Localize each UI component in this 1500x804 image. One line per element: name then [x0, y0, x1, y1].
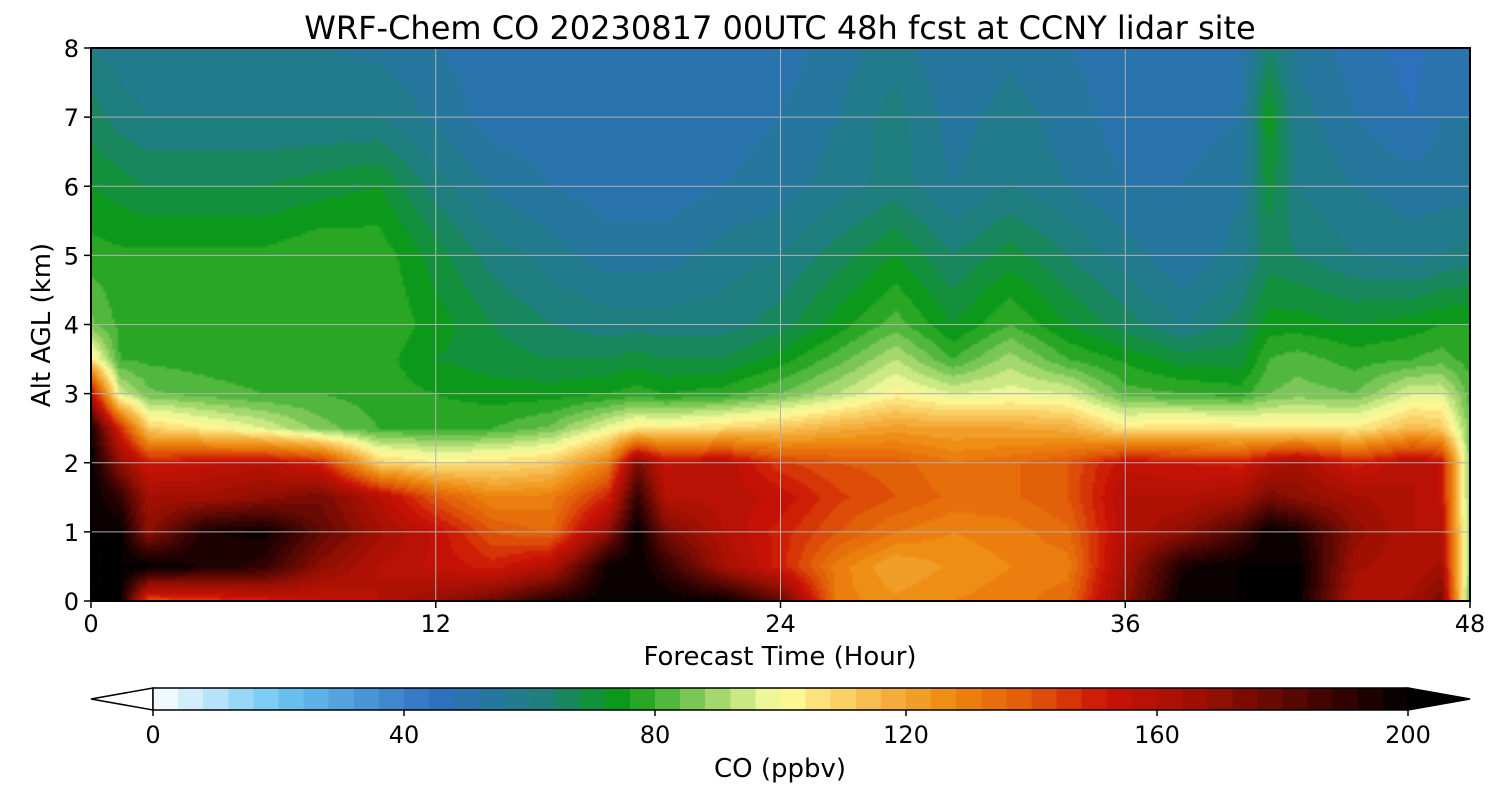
- colorbar-gradient: [153, 688, 1408, 710]
- x-tick-label: 0: [83, 610, 98, 638]
- colorbar-extend-low: [90, 687, 154, 711]
- x-axis: 0 12 24 36 48: [83, 601, 1485, 638]
- colorbar-tick-label: 120: [883, 721, 929, 749]
- colorbar-label: CO (ppbv): [714, 754, 846, 784]
- y-tick-label: 7: [64, 104, 79, 132]
- colorbar: 0 40 80 120 160 200: [90, 687, 1471, 749]
- y-tick-label: 5: [64, 242, 79, 270]
- colorbar-ticks: 0 40 80 120 160 200: [145, 710, 1431, 749]
- y-tick-label: 3: [64, 381, 79, 409]
- colorbar-tick-label: 160: [1134, 721, 1180, 749]
- colorbar-tick-label: 200: [1385, 721, 1431, 749]
- x-axis-label: Forecast Time (Hour): [643, 642, 916, 672]
- y-tick-label: 1: [64, 519, 79, 547]
- y-tick-label: 8: [64, 35, 79, 63]
- x-tick-label: 24: [765, 610, 796, 638]
- x-tick-label: 48: [1455, 610, 1486, 638]
- y-tick-label: 6: [64, 173, 79, 201]
- colorbar-frame: [152, 687, 1409, 711]
- x-tick-label: 36: [1110, 610, 1141, 638]
- y-tick-label: 4: [64, 312, 79, 340]
- x-tick-label: 12: [420, 610, 451, 638]
- colorbar-tick-label: 40: [389, 721, 420, 749]
- y-tick-label: 0: [64, 588, 79, 616]
- y-axis-label: Alt AGL (km): [27, 243, 57, 407]
- y-tick-label: 2: [64, 450, 79, 478]
- colorbar-tick-label: 0: [145, 721, 160, 749]
- colorbar-tick-label: 80: [640, 721, 671, 749]
- y-axis: 0 1 2 3 4 5 6 7 8: [64, 35, 91, 616]
- colorbar-extend-high: [1407, 687, 1471, 711]
- chart-title: WRF-Chem CO 20230817 00UTC 48h fcst at C…: [304, 9, 1255, 47]
